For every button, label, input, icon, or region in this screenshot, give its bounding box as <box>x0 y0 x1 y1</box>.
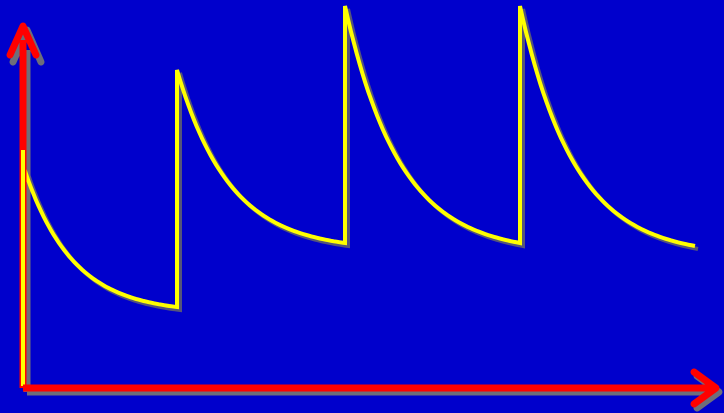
x-axis-arrow-head-icon <box>690 368 720 408</box>
decay-curve <box>21 5 696 310</box>
y-axis-arrow-head-icon <box>6 22 40 59</box>
